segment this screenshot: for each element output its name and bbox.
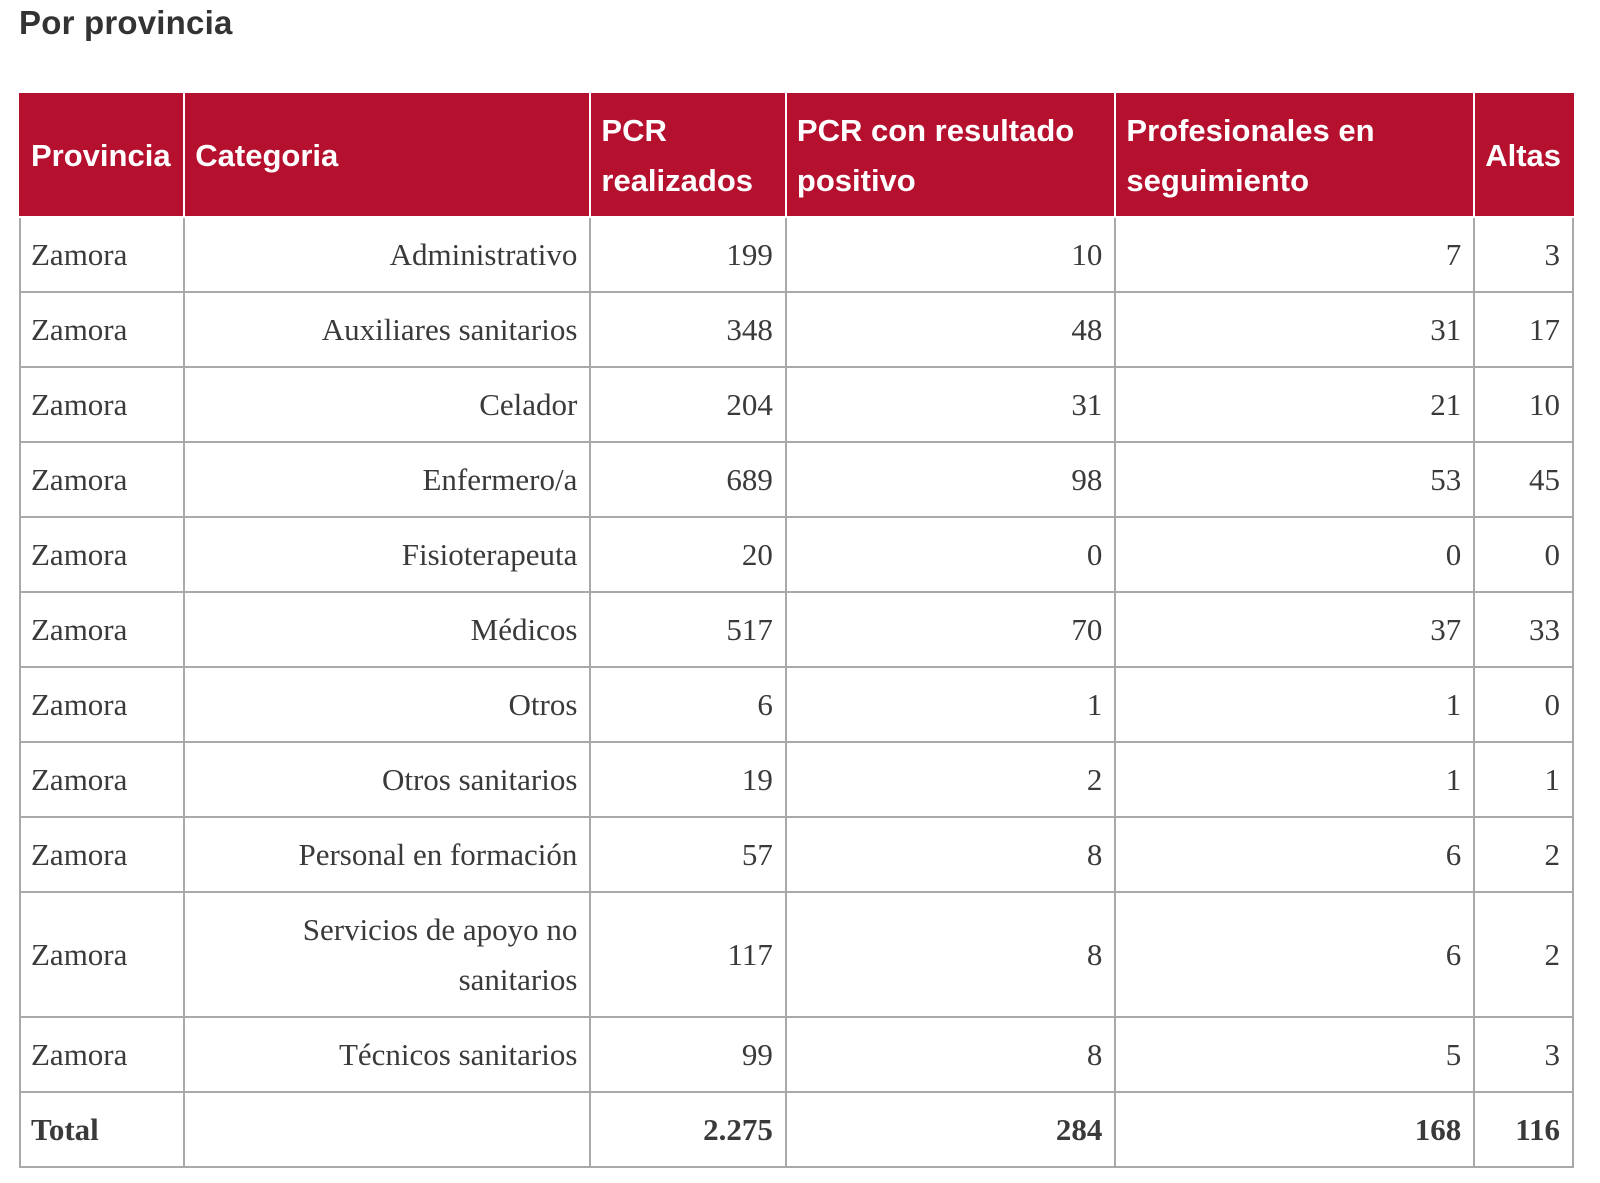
- cell-categoria: Personal en formación: [183, 816, 592, 893]
- cell-provincia: Zamora: [18, 516, 186, 593]
- table-row: Zamora Técnicos sanitarios 99 8 5 3: [18, 1016, 1574, 1093]
- cell-categoria: Enfermero/a: [183, 441, 592, 518]
- table-row: Zamora Fisioterapeuta 20 0 0 0: [18, 516, 1574, 593]
- header-provincia: Provincia: [18, 93, 186, 218]
- cell-categoria: Otros: [183, 666, 592, 743]
- cell-pcr-realizados: 19: [589, 741, 787, 818]
- header-seguimiento: Profesionales en seguimiento: [1114, 93, 1476, 218]
- table-row: Zamora Administrativo 199 10 7 3: [18, 216, 1574, 293]
- cell-provincia: Zamora: [18, 666, 186, 743]
- table-row: Zamora Médicos 517 70 37 33: [18, 591, 1574, 668]
- page-title: Por provincia: [19, 4, 233, 41]
- cell-provincia: Zamora: [18, 366, 186, 443]
- cell-pcr-positivo: 70: [784, 591, 1117, 668]
- cell-provincia: Zamora: [18, 816, 186, 893]
- cell-pcr-positivo: 1: [784, 666, 1117, 743]
- cell-provincia: Zamora: [18, 291, 186, 368]
- cell-pcr-positivo: 0: [784, 516, 1117, 593]
- cell-categoria: Celador: [183, 366, 592, 443]
- cell-pcr-positivo: 31: [784, 366, 1117, 443]
- cell-seguimiento: 5: [1114, 1016, 1476, 1093]
- cell-altas: 3: [1473, 216, 1574, 293]
- table-row: Zamora Otros 6 1 1 0: [18, 666, 1574, 743]
- table-row: Zamora Celador 204 31 21 10: [18, 366, 1574, 443]
- cell-altas: 2: [1473, 891, 1574, 1018]
- cell-pcr-positivo: 10: [784, 216, 1117, 293]
- total-pcr-positivo: 284: [784, 1091, 1117, 1168]
- cell-pcr-realizados: 348: [589, 291, 787, 368]
- cell-seguimiento: 6: [1114, 816, 1476, 893]
- cell-categoria: Técnicos sanitarios: [183, 1016, 592, 1093]
- cell-seguimiento: 6: [1114, 891, 1476, 1018]
- cell-pcr-positivo: 8: [784, 891, 1117, 1018]
- cell-pcr-realizados: 57: [589, 816, 787, 893]
- cell-categoria: Servicios de apoyo no sanitarios: [183, 891, 592, 1018]
- cell-categoria: Administrativo: [183, 216, 592, 293]
- cell-altas: 0: [1473, 666, 1574, 743]
- table-row: Zamora Otros sanitarios 19 2 1 1: [18, 741, 1574, 818]
- cell-provincia: Zamora: [18, 216, 186, 293]
- cell-seguimiento: 31: [1114, 291, 1476, 368]
- header-pcr-realizados: PCR realizados: [589, 93, 787, 218]
- table-row: Zamora Personal en formación 57 8 6 2: [18, 816, 1574, 893]
- table-header-row: Provincia Categoria PCR realizados PCR c…: [18, 93, 1574, 218]
- cell-seguimiento: 1: [1114, 741, 1476, 818]
- cell-pcr-realizados: 517: [589, 591, 787, 668]
- cell-altas: 17: [1473, 291, 1574, 368]
- cell-provincia: Zamora: [18, 741, 186, 818]
- total-label: Total: [18, 1091, 186, 1168]
- cell-altas: 10: [1473, 366, 1574, 443]
- cell-pcr-positivo: 2: [784, 741, 1117, 818]
- cell-seguimiento: 37: [1114, 591, 1476, 668]
- cell-altas: 0: [1473, 516, 1574, 593]
- cell-categoria: Fisioterapeuta: [183, 516, 592, 593]
- cell-altas: 1: [1473, 741, 1574, 818]
- cell-pcr-positivo: 48: [784, 291, 1117, 368]
- cell-pcr-realizados: 204: [589, 366, 787, 443]
- cell-provincia: Zamora: [18, 591, 186, 668]
- cell-categoria: Otros sanitarios: [183, 741, 592, 818]
- cell-pcr-realizados: 20: [589, 516, 787, 593]
- cell-pcr-positivo: 8: [784, 1016, 1117, 1093]
- data-table: Provincia Categoria PCR realizados PCR c…: [18, 93, 1574, 1168]
- cell-altas: 33: [1473, 591, 1574, 668]
- header-altas: Altas: [1473, 93, 1574, 218]
- cell-seguimiento: 1: [1114, 666, 1476, 743]
- header-categoria: Categoria: [183, 93, 592, 218]
- cell-pcr-realizados: 117: [589, 891, 787, 1018]
- total-altas: 116: [1473, 1091, 1574, 1168]
- cell-provincia: Zamora: [18, 441, 186, 518]
- table-row: Zamora Servicios de apoyo no sanitarios …: [18, 891, 1574, 1018]
- total-row: Total 2.275 284 168 116: [18, 1091, 1574, 1168]
- cell-seguimiento: 21: [1114, 366, 1476, 443]
- cell-pcr-realizados: 6: [589, 666, 787, 743]
- total-categoria: [183, 1091, 592, 1168]
- cell-altas: 2: [1473, 816, 1574, 893]
- cell-pcr-realizados: 199: [589, 216, 787, 293]
- table-row: Zamora Auxiliares sanitarios 348 48 31 1…: [18, 291, 1574, 368]
- cell-categoria: Médicos: [183, 591, 592, 668]
- cell-pcr-realizados: 689: [589, 441, 787, 518]
- cell-provincia: Zamora: [18, 1016, 186, 1093]
- cell-seguimiento: 0: [1114, 516, 1476, 593]
- total-seguimiento: 168: [1114, 1091, 1476, 1168]
- table-row: Zamora Enfermero/a 689 98 53 45: [18, 441, 1574, 518]
- cell-pcr-realizados: 99: [589, 1016, 787, 1093]
- cell-provincia: Zamora: [18, 891, 186, 1018]
- cell-seguimiento: 7: [1114, 216, 1476, 293]
- cell-categoria: Auxiliares sanitarios: [183, 291, 592, 368]
- cell-pcr-positivo: 8: [784, 816, 1117, 893]
- total-pcr-realizados: 2.275: [589, 1091, 787, 1168]
- header-pcr-positivo: PCR con resultado positivo: [784, 93, 1117, 218]
- cell-seguimiento: 53: [1114, 441, 1476, 518]
- cell-altas: 3: [1473, 1016, 1574, 1093]
- cell-pcr-positivo: 98: [784, 441, 1117, 518]
- cell-altas: 45: [1473, 441, 1574, 518]
